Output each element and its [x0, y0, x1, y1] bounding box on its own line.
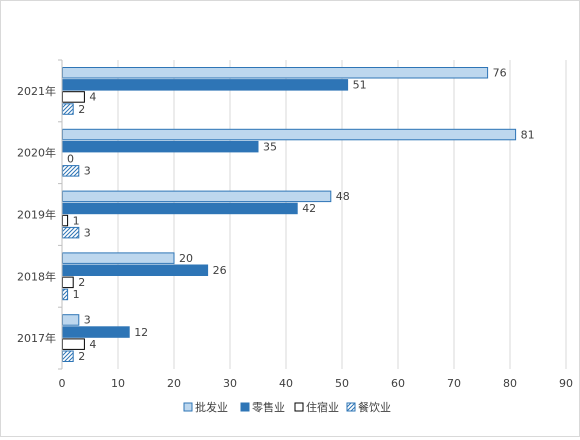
- data-label: 3: [84, 226, 91, 239]
- x-tick-label: 90: [559, 377, 573, 390]
- data-label: 3: [84, 165, 91, 178]
- bar-住宿业: [62, 91, 85, 103]
- data-label: 2: [78, 276, 85, 289]
- data-label: 3: [84, 314, 91, 327]
- y-category-label: 2020年: [17, 146, 56, 160]
- bar-餐饮业: [62, 103, 74, 115]
- bar-零售业: [62, 140, 259, 153]
- bar-餐饮业: [62, 350, 74, 362]
- x-tick-label: 80: [503, 377, 517, 390]
- legend-label: 住宿业: [306, 400, 339, 414]
- legend: 批发业 零售业 住宿业 餐饮业: [183, 400, 391, 414]
- bar-批发业: [62, 190, 332, 203]
- data-label: 42: [302, 202, 316, 215]
- x-tick-label: 20: [167, 377, 181, 390]
- data-label: 2: [78, 103, 85, 116]
- bar-零售业: [62, 202, 298, 215]
- x-tick-label: 10: [111, 377, 125, 390]
- legend-swatch: [240, 402, 250, 412]
- bar-住宿业: [62, 338, 85, 350]
- legend-swatch: [294, 402, 304, 412]
- data-label: 35: [263, 140, 277, 153]
- bar-批发业: [62, 252, 175, 264]
- bar-零售业: [62, 264, 209, 276]
- y-category-label: 2017年: [17, 331, 56, 345]
- data-label: 48: [336, 190, 350, 203]
- data-label: 2: [78, 350, 85, 363]
- data-label: 51: [353, 79, 367, 92]
- bar-批发业: [62, 314, 80, 326]
- axes: 0 10 20 30 40 50 60 70 80 902021年2020年2019年2018年2…: [17, 59, 573, 390]
- bar-批发业: [62, 128, 517, 141]
- bar-餐饮业: [62, 165, 80, 177]
- bar-餐饮业: [62, 288, 69, 301]
- legend-swatch: [183, 402, 193, 412]
- x-tick-label: 0: [59, 377, 66, 390]
- bar-住宿业: [62, 276, 74, 289]
- gridlines: [117, 60, 567, 369]
- legend-label: 零售业: [252, 400, 285, 414]
- x-tick-label: 30: [223, 377, 237, 390]
- data-label: 26: [213, 264, 227, 277]
- bar-零售业: [62, 326, 130, 338]
- data-label: 12: [134, 326, 148, 339]
- data-label: 76: [493, 67, 507, 80]
- bar-批发业: [62, 67, 489, 79]
- legend-label: 批发业: [195, 400, 228, 414]
- x-tick-label: 40: [279, 377, 293, 390]
- data-label: 4: [89, 91, 96, 104]
- bars: [62, 67, 517, 362]
- y-category-label: 2021年: [17, 84, 56, 98]
- y-category-label: 2019年: [17, 208, 56, 222]
- y-category-label: 2018年: [17, 269, 56, 283]
- legend-label: 餐饮业: [358, 400, 391, 414]
- bar-餐饮业: [62, 226, 80, 239]
- data-label: 0: [67, 153, 74, 166]
- x-tick-label: 50: [335, 377, 349, 390]
- data-label: 1: [73, 214, 80, 227]
- data-label: 4: [89, 338, 96, 351]
- data-label: 20: [179, 252, 193, 265]
- bar-零售业: [62, 79, 349, 91]
- bar-住宿业: [62, 214, 69, 227]
- data-label: 1: [73, 288, 80, 301]
- x-tick-label: 70: [447, 377, 461, 390]
- x-tick-label: 60: [391, 377, 405, 390]
- legend-swatch: [346, 402, 356, 412]
- data-label: 81: [521, 128, 535, 141]
